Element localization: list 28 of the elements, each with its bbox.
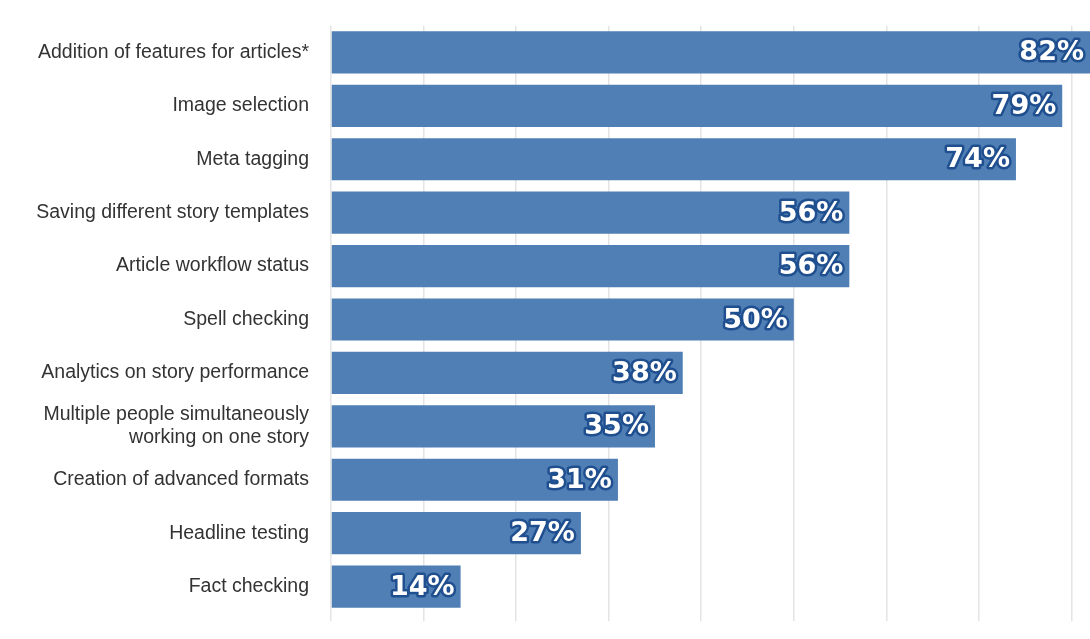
data-label: 74% xyxy=(945,142,1010,174)
y-tick-label: Addition of features for articles* xyxy=(38,39,310,62)
y-tick-label: Image selection xyxy=(172,93,309,116)
data-label: 38% xyxy=(612,355,677,387)
data-label: 56% xyxy=(778,195,844,227)
data-label: 79% xyxy=(991,88,1057,120)
y-tick-label: Article workflow status xyxy=(116,253,310,276)
data-label: 56% xyxy=(778,249,844,281)
y-tick-label: Multiple people simultaneously working on one story xyxy=(43,402,310,448)
y-tick-label: Analytics on story performance xyxy=(41,360,309,383)
data-label: 27% xyxy=(510,516,575,548)
bar xyxy=(331,138,1016,181)
y-tick-label: Meta tagging xyxy=(196,146,309,169)
y-tick-label: Spell checking xyxy=(183,306,309,329)
data-label: 82% xyxy=(1019,35,1084,67)
y-tick-label: Fact checking xyxy=(188,573,309,596)
bar xyxy=(331,84,1063,127)
y-tick-label: Creation of advanced formats xyxy=(53,467,310,490)
data-label: 35% xyxy=(584,409,649,441)
data-label: 14% xyxy=(389,569,455,601)
bar xyxy=(331,191,850,234)
data-label: 31% xyxy=(547,462,612,494)
bar xyxy=(331,298,794,341)
data-label: 50% xyxy=(723,302,788,334)
bar xyxy=(331,244,850,288)
bar xyxy=(331,31,1090,74)
y-tick-label: Saving different story templates xyxy=(36,200,310,223)
y-tick-label: Headline testing xyxy=(169,520,309,543)
